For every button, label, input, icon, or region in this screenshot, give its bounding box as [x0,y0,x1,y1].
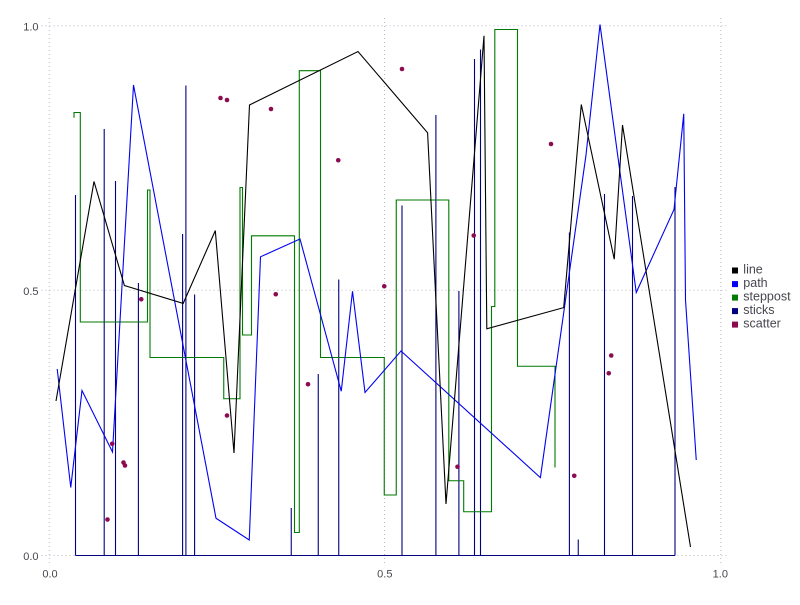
svg-text:scatter: scatter [743,316,781,330]
svg-text:1.0: 1.0 [23,22,38,34]
svg-text:steppost: steppost [743,289,791,303]
svg-text:path: path [743,276,767,290]
svg-text:0.5: 0.5 [377,569,392,581]
svg-text:sticks: sticks [743,303,774,317]
svg-text:0.5: 0.5 [23,286,38,298]
svg-text:0.0: 0.0 [23,551,38,563]
svg-text:1.0: 1.0 [713,569,728,581]
svg-text:0.0: 0.0 [42,569,57,581]
svg-text:line: line [743,262,763,276]
